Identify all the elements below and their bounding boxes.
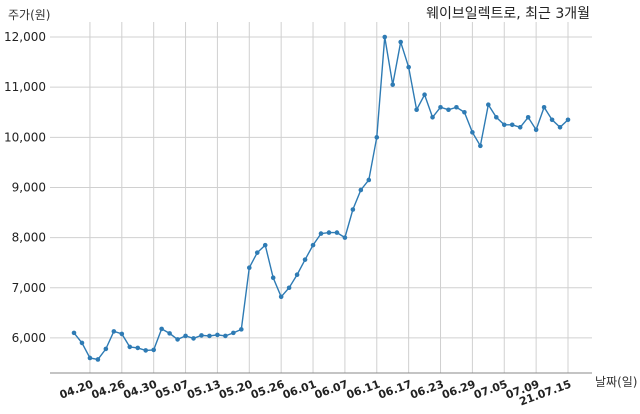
data-point	[167, 331, 172, 336]
y-tick-label: 6,000	[12, 331, 46, 345]
data-point	[438, 104, 443, 110]
x-axis-title: 날짜(일)	[595, 375, 637, 389]
data-point	[254, 250, 260, 255]
data-point	[374, 135, 380, 140]
y-axis: 6,000 7,000 8,000 9,000 10,000 11,000 12,000	[4, 30, 46, 345]
data-point	[342, 235, 348, 240]
data-point	[302, 257, 308, 262]
y-tick-label: 7,000	[12, 281, 46, 295]
data-point	[406, 64, 411, 70]
data-point	[95, 357, 101, 362]
data-point	[127, 344, 133, 350]
data-point	[366, 177, 372, 183]
data-point	[517, 125, 523, 130]
data-point	[151, 347, 156, 353]
data-point	[350, 207, 356, 212]
data-point	[231, 330, 236, 336]
series-line	[73, 36, 569, 361]
data-point	[533, 127, 539, 133]
data-point	[478, 143, 483, 149]
data-point	[390, 82, 396, 87]
data-point	[501, 122, 507, 128]
data-point	[486, 102, 491, 108]
y-tick-label: 10,000	[4, 130, 46, 144]
grid	[50, 22, 592, 373]
data-point	[470, 130, 475, 135]
data-point	[446, 107, 451, 113]
data-point	[103, 346, 109, 352]
data-point	[294, 272, 300, 278]
data-point	[111, 329, 117, 334]
data-point	[239, 327, 244, 332]
data-point	[79, 340, 85, 346]
data-point	[382, 34, 388, 40]
data-point	[135, 345, 141, 351]
y-axis-title: 주가(원)	[8, 8, 50, 22]
data-point	[398, 39, 403, 45]
data-point	[87, 355, 93, 361]
data-point	[207, 333, 212, 339]
data-point	[541, 104, 547, 110]
data-point	[565, 117, 571, 123]
data-point	[246, 265, 252, 271]
data-point	[509, 122, 515, 128]
y-tick-label: 9,000	[12, 180, 46, 194]
y-tick-label: 8,000	[12, 231, 46, 245]
data-point	[414, 107, 419, 113]
data-point	[183, 333, 188, 339]
data-point	[318, 231, 324, 236]
data-point	[525, 114, 531, 120]
y-tick-label: 12,000	[4, 30, 46, 44]
data-point	[223, 333, 228, 339]
data-point	[326, 230, 332, 235]
data-point	[71, 330, 77, 336]
data-point	[215, 332, 220, 338]
data-point	[286, 285, 292, 291]
data-point	[358, 187, 364, 193]
data-point	[422, 92, 427, 98]
data-point	[549, 117, 555, 123]
data-point	[278, 294, 284, 300]
data-point	[119, 331, 125, 337]
x-axis: 04.2004.2604.3005.0705.1305.2005.2606.01…	[58, 377, 573, 408]
data-point	[143, 348, 149, 353]
data-point	[310, 242, 316, 248]
data-point	[262, 242, 268, 248]
data-point	[191, 336, 196, 341]
data-point	[430, 114, 435, 120]
data-point	[270, 275, 276, 281]
data-point	[175, 337, 180, 342]
data-point	[462, 109, 467, 115]
data-point	[159, 326, 164, 332]
data-point	[199, 333, 204, 338]
data-point	[334, 230, 340, 235]
chart-title: 웨이브일렉트로, 최근 3개월	[426, 6, 590, 22]
y-tick-label: 11,000	[4, 80, 46, 94]
data-point	[493, 114, 499, 120]
data-points	[71, 34, 571, 362]
data-point	[557, 125, 563, 130]
data-point	[454, 104, 459, 110]
